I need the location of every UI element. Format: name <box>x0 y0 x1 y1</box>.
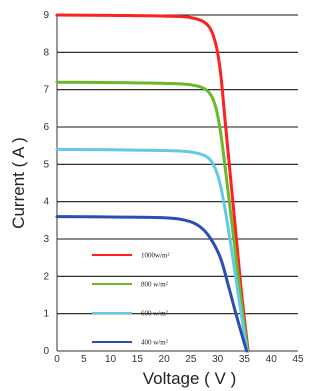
x-tick-0: 0 <box>54 354 60 365</box>
x-axis-label: Voltage ( V ) <box>143 369 237 388</box>
y-tick-7: 7 <box>43 85 49 96</box>
legend-label-4: 400 w/m² <box>141 339 168 347</box>
x-tick-40: 40 <box>266 354 278 365</box>
series-line-3 <box>55 147 249 353</box>
y-tick-3: 3 <box>43 234 49 245</box>
axes <box>56 15 298 352</box>
y-tick-8: 8 <box>43 47 49 58</box>
x-tick-20: 20 <box>159 354 171 365</box>
y-tick-9: 9 <box>43 10 49 21</box>
y-tick-6: 6 <box>43 122 49 133</box>
legend-label-1: 1000w/m² <box>141 252 170 260</box>
y-tick-5: 5 <box>43 159 49 170</box>
series-line-4 <box>55 215 249 353</box>
y-tick-0: 0 <box>43 346 49 357</box>
x-tick-labels: 0 5 10 15 20 25 30 35 40 45 <box>54 354 304 365</box>
y-tick-4: 4 <box>43 197 49 208</box>
series-lines <box>55 13 250 353</box>
y-tick-2: 2 <box>43 271 49 282</box>
x-tick-10: 10 <box>105 354 117 365</box>
series-line-2 <box>55 80 250 353</box>
legend-label-3: 600 w/m² <box>141 310 168 318</box>
x-tick-30: 30 <box>212 354 224 365</box>
legend-label-2: 800 w/m² <box>141 281 168 289</box>
x-tick-25: 25 <box>185 354 197 365</box>
x-tick-45: 45 <box>292 354 304 365</box>
x-tick-5: 5 <box>81 354 87 365</box>
x-tick-35: 35 <box>239 354 251 365</box>
y-axis-label: Current ( A ) <box>9 137 28 229</box>
y-tick-1: 1 <box>43 309 49 320</box>
series-line-1 <box>55 13 250 353</box>
x-tick-15: 15 <box>132 354 144 365</box>
legend: 1000w/m² 800 w/m² 600 w/m² 400 w/m² <box>92 252 170 347</box>
y-tick-labels: 0 1 2 3 4 5 6 7 8 9 <box>43 10 49 357</box>
